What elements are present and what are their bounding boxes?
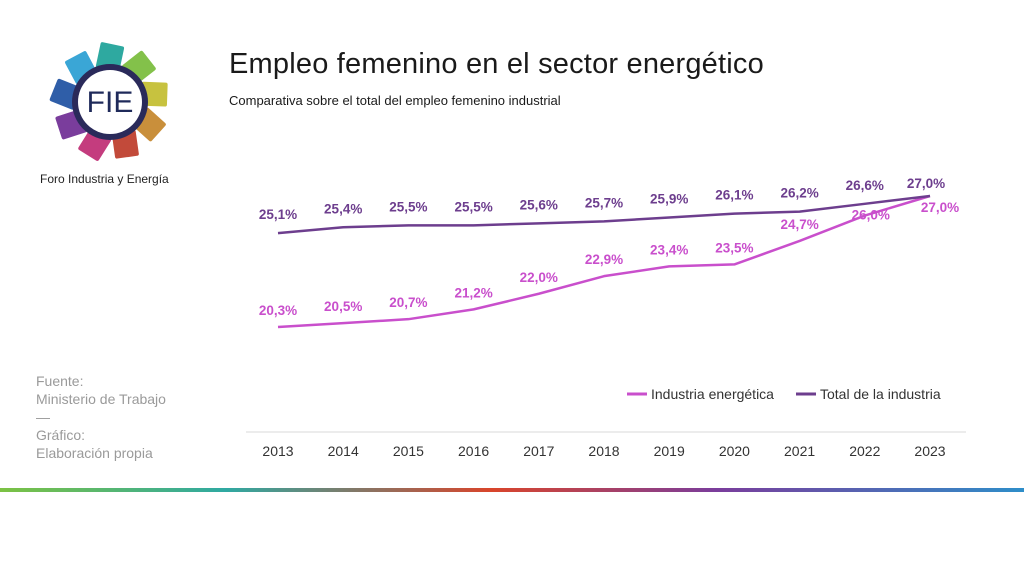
- x-tick-label: 2016: [458, 443, 489, 459]
- data-label-total-industria: 26,6%: [846, 178, 884, 193]
- x-tick-label: 2014: [328, 443, 359, 459]
- x-tick-label: 2021: [784, 443, 815, 459]
- data-label-industria-energetica: 27,0%: [921, 200, 959, 215]
- logo-center: [78, 70, 142, 134]
- x-tick-label: 2020: [719, 443, 750, 459]
- x-tick-label: 2019: [654, 443, 685, 459]
- data-label-industria-energetica: 22,0%: [520, 270, 558, 285]
- bottom-color-stripe: [0, 488, 1024, 492]
- graphic-label: Gráfico:: [36, 427, 86, 443]
- data-label-industria-energetica: 20,3%: [259, 303, 297, 318]
- data-label-total-industria: 25,6%: [520, 197, 558, 212]
- x-tick-label: 2022: [849, 443, 880, 459]
- x-tick-label: 2018: [588, 443, 619, 459]
- data-label-total-industria: 25,4%: [324, 201, 362, 216]
- source-value: Ministerio de Trabajo: [36, 391, 166, 407]
- data-label-total-industria: 25,5%: [389, 199, 427, 214]
- source-block: Fuente: Ministerio de Trabajo — Gráfico:…: [36, 372, 166, 462]
- legend-label: Industria energética: [651, 386, 774, 402]
- data-label-industria-energetica: 23,5%: [715, 240, 753, 255]
- data-label-industria-energetica: 20,5%: [324, 299, 362, 314]
- logo-text: FIE: [87, 86, 134, 119]
- source-separator: —: [36, 409, 50, 425]
- data-label-total-industria: 25,1%: [259, 207, 297, 222]
- x-tick-label: 2023: [914, 443, 945, 459]
- data-label-industria-energetica: 26,0%: [852, 208, 890, 223]
- data-label-industria-energetica: 21,2%: [454, 285, 492, 300]
- chart-legend: Industria energética Total de la industri…: [627, 386, 941, 402]
- data-label-total-industria: 26,2%: [780, 186, 818, 201]
- fie-logo: FIE: [49, 42, 168, 161]
- data-label-industria-energetica: 23,4%: [650, 242, 688, 257]
- logo-caption: Foro Industria y Energía: [40, 172, 169, 186]
- data-label-industria-energetica: 22,9%: [585, 252, 623, 267]
- data-label-total-industria: 25,5%: [454, 199, 492, 214]
- graphic-value: Elaboración propia: [36, 445, 153, 461]
- data-label-total-industria: 25,7%: [585, 195, 623, 210]
- series-line-total-industria: [277, 194, 931, 235]
- data-label-industria-energetica: 24,7%: [780, 217, 818, 232]
- x-tick-label: 2017: [523, 443, 554, 459]
- logo-petal: [95, 42, 125, 72]
- legend-label: Total de la industria: [820, 386, 941, 402]
- data-label-total-industria: 25,9%: [650, 192, 688, 207]
- x-tick-label: 2013: [262, 443, 293, 459]
- data-label-total-industria: 27,0%: [907, 176, 945, 191]
- chart-title: Empleo femenino en el sector energético: [229, 48, 764, 80]
- data-label-industria-energetica: 20,7%: [389, 295, 427, 310]
- chart-subtitle: Comparativa sobre el total del empleo fe…: [229, 93, 561, 108]
- series-line-industria-energetica: [277, 194, 931, 329]
- source-label: Fuente:: [36, 373, 84, 389]
- x-tick-label: 2015: [393, 443, 424, 459]
- data-label-total-industria: 26,1%: [715, 188, 753, 203]
